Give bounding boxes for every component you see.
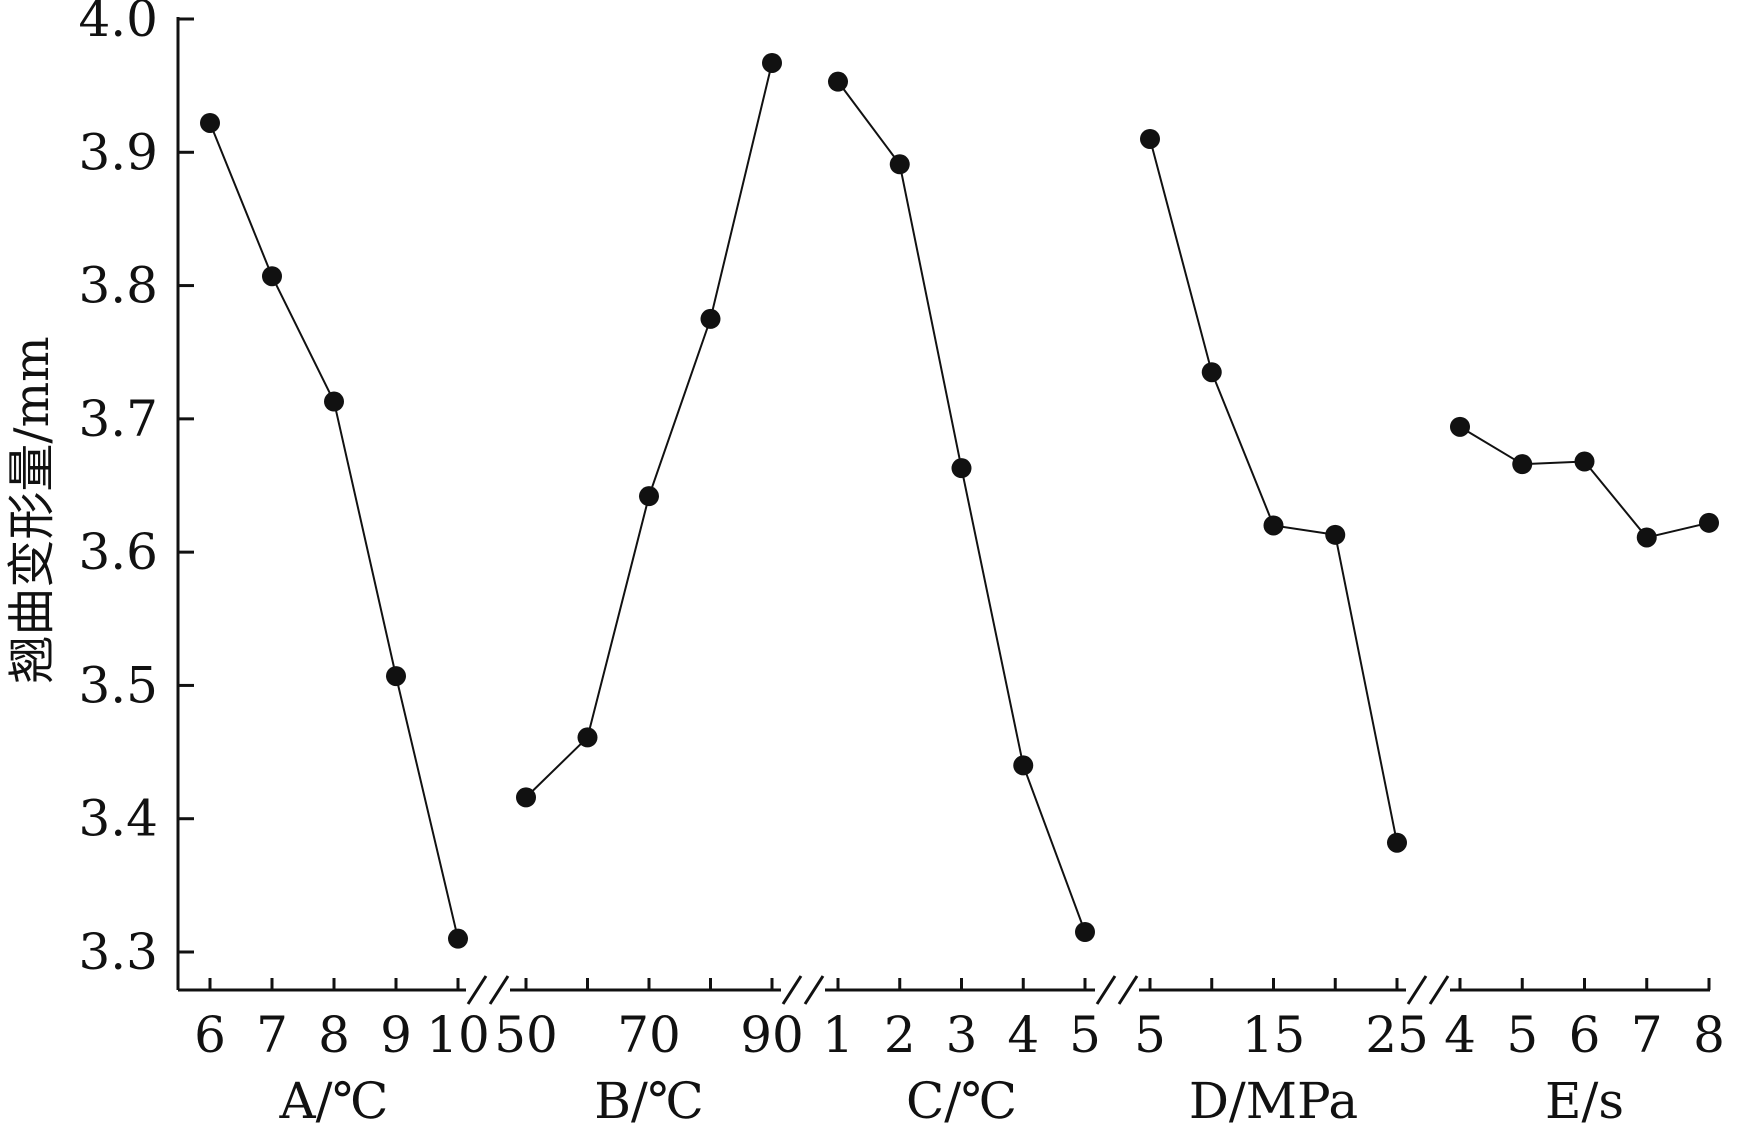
x-tick-label: 5 <box>1506 1006 1538 1064</box>
x-tick-label: 50 <box>494 1006 558 1064</box>
y-tick-label: 3.8 <box>78 257 158 315</box>
x-tick-label: 1 <box>822 1006 854 1064</box>
axis-break-slash <box>488 975 510 1005</box>
group-labels: A/℃ B/℃ C/℃ D/MPa E/s <box>279 1072 1624 1130</box>
axis-break-slash <box>1095 975 1117 1005</box>
x-tick-label: 70 <box>617 1006 681 1064</box>
axis-break-slash <box>1117 975 1139 1005</box>
data-point <box>262 266 282 287</box>
series-line <box>209 122 459 939</box>
y-axis-title: 翘曲变形量/mm <box>4 336 60 683</box>
x-tick-label: 4 <box>1007 1006 1039 1064</box>
x-axis-ticks: 6 7 8 9 10 50 70 90 1 2 3 4 5 5 15 25 4 5 6 7 8 <box>194 978 1725 1064</box>
axis-break-gap <box>1406 976 1450 1004</box>
data-point <box>1013 755 1034 776</box>
data-point <box>1263 515 1284 536</box>
x-tick-label: 5 <box>1134 1006 1166 1064</box>
data-point <box>1075 922 1095 943</box>
series-line <box>525 62 773 799</box>
data-point <box>1201 362 1222 383</box>
data-point <box>1387 832 1407 853</box>
y-tick-label: 4.0 <box>78 0 158 48</box>
x-tick-label: 4 <box>1444 1006 1476 1064</box>
data-point <box>951 458 972 479</box>
data-point <box>1636 527 1657 548</box>
data-point <box>386 666 406 687</box>
x-tick-label: 7 <box>256 1006 288 1064</box>
series-line <box>1459 425 1710 539</box>
data-point <box>577 727 598 748</box>
data-points <box>200 52 1719 949</box>
series-lines <box>209 62 1710 939</box>
x-tick-label: 2 <box>884 1006 916 1064</box>
group-label: B/℃ <box>594 1072 704 1130</box>
data-point <box>200 112 220 133</box>
group-label: D/MPa <box>1189 1072 1358 1130</box>
data-point <box>324 391 344 412</box>
series-line <box>1149 138 1398 843</box>
data-point <box>1512 454 1533 475</box>
data-point <box>889 154 910 175</box>
data-point <box>700 308 721 329</box>
y-tick-label: 3.4 <box>78 790 158 848</box>
x-tick-label: 3 <box>946 1006 978 1064</box>
data-point <box>828 71 848 92</box>
group-label: E/s <box>1545 1072 1624 1130</box>
axis-break-slash <box>803 975 825 1005</box>
x-tick-label: 8 <box>318 1006 350 1064</box>
data-point <box>1325 524 1346 545</box>
axis-break-slash <box>1428 975 1450 1005</box>
data-point <box>639 486 659 507</box>
x-tick-label: 6 <box>1569 1006 1601 1064</box>
axis-breaks <box>466 975 1450 1005</box>
data-point <box>1140 128 1160 149</box>
y-tick-label: 3.3 <box>78 923 158 981</box>
data-point <box>1450 416 1470 437</box>
x-tick-label: 25 <box>1365 1006 1429 1064</box>
x-tick-label: 5 <box>1069 1006 1101 1064</box>
y-tick-label: 3.9 <box>78 123 158 181</box>
axes <box>176 17 1710 992</box>
y-axis-ticks: 3.3 3.4 3.5 3.6 3.7 3.8 3.9 4.0 <box>78 0 194 981</box>
series-line <box>837 81 1086 933</box>
axis-break-gap <box>1095 976 1139 1004</box>
x-tick-label: 6 <box>194 1006 226 1064</box>
data-point <box>762 52 782 73</box>
axis-break-slash <box>781 975 803 1005</box>
x-tick-label: 15 <box>1242 1006 1306 1064</box>
axis-break-gap <box>466 976 510 1004</box>
y-tick-label: 3.6 <box>78 523 158 581</box>
x-tick-label: 9 <box>380 1006 412 1064</box>
data-point <box>1699 512 1719 533</box>
data-point <box>1574 451 1595 472</box>
y-tick-label: 3.5 <box>78 656 158 714</box>
x-tick-label: 90 <box>740 1006 804 1064</box>
group-label: A/℃ <box>279 1072 389 1130</box>
group-label: C/℃ <box>906 1072 1017 1130</box>
axis-break-slash <box>1406 975 1428 1005</box>
x-tick-label: 7 <box>1631 1006 1663 1064</box>
axis-break-gap <box>781 976 825 1004</box>
data-point <box>448 928 468 949</box>
y-tick-label: 3.7 <box>78 390 158 448</box>
axis-break-slash <box>466 975 488 1005</box>
x-tick-label: 10 <box>426 1006 490 1064</box>
data-point <box>516 787 536 808</box>
x-tick-label: 8 <box>1693 1006 1725 1064</box>
